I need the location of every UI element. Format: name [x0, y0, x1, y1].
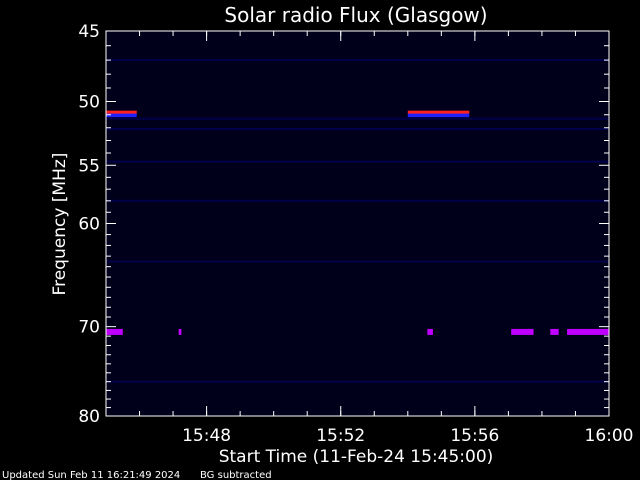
spectrogram-features [106, 59, 609, 383]
background-streak [106, 117, 609, 120]
y-axis-label: Frequency [MHz] [50, 153, 70, 296]
x-tick-label: 15:56 [450, 426, 499, 446]
x-tick-label: 16:00 [585, 426, 634, 446]
burst-halo [407, 113, 470, 118]
interference-band [178, 328, 182, 335]
x-axis-label: Start Time (11-Feb-24 15:45:00) [219, 447, 494, 467]
background-streak [106, 128, 609, 131]
interference-band [427, 328, 433, 335]
interference-band [511, 328, 534, 335]
y-tick-label: 55 [78, 156, 100, 176]
y-tick-label: 60 [78, 215, 100, 235]
y-tick-label: 50 [78, 93, 100, 113]
y-tick-label: 80 [78, 407, 100, 427]
y-tick-label: 70 [78, 318, 100, 338]
background-streak [106, 260, 609, 263]
background-streak [106, 199, 609, 202]
bg-subtracted-note: BG subtracted [200, 470, 272, 480]
burst-halo [106, 113, 137, 118]
background-streak [106, 59, 609, 62]
y-tick-label: 45 [78, 22, 100, 42]
background-streak [106, 160, 609, 163]
burst-band [407, 110, 470, 114]
plot-area [106, 31, 609, 416]
background-streak [106, 380, 609, 383]
x-tick-label: 15:52 [316, 426, 365, 446]
interference-band [567, 328, 609, 335]
chart-title: Solar radio Flux (Glasgow) [224, 3, 487, 27]
updated-timestamp: Updated Sun Feb 11 16:21:49 2024 [2, 470, 180, 480]
x-tick-label: 15:48 [182, 426, 231, 446]
burst-band [106, 110, 137, 114]
interference-band [106, 328, 123, 335]
interference-band [550, 328, 559, 335]
axes: 45 50 55 60 70 80 15:48 15:52 15:56 16:00 [78, 22, 633, 446]
